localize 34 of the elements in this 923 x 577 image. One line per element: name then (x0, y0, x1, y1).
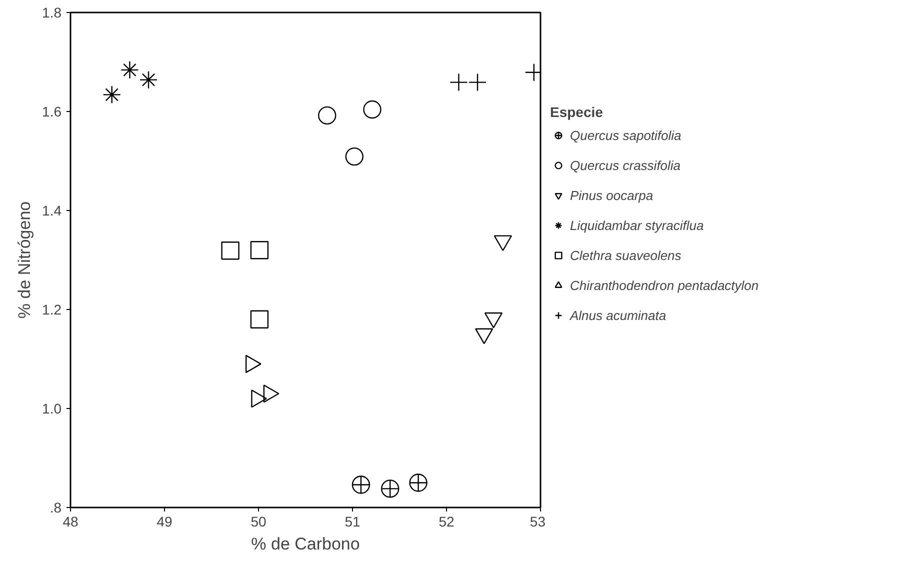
point (250, 241, 269, 260)
y-tick-label: 1.4 (42, 202, 62, 218)
legend-label: Quercus crassifolia (570, 158, 681, 172)
point (363, 100, 382, 119)
point (102, 86, 121, 104)
legend-label: Liquidambar styraciflua (570, 218, 704, 232)
x-tick-label: 50 (250, 514, 266, 530)
legend-label: Chiranthodendron pentadactylon (570, 278, 759, 292)
legend-title: Especie (550, 104, 604, 120)
legend-label: Quercus sapotifolia (570, 128, 682, 142)
x-tick-label: 51 (344, 514, 360, 530)
y-tick-label: 1.2 (42, 302, 62, 318)
y-tick-label: 1.8 (42, 4, 62, 20)
legend-label: Alnus acuminata (570, 308, 666, 322)
x-tick-label: 53 (530, 514, 546, 530)
y-tick-label: 1.0 (42, 400, 62, 416)
legend-label: Pinus oocarpa (570, 188, 654, 202)
x-axis-title: % de Carbono (251, 534, 360, 554)
y-tick-label: .8 (50, 500, 62, 516)
point (139, 70, 158, 89)
legend-label: Clethra suaveolens (570, 248, 682, 262)
point (318, 106, 336, 125)
x-tick-label: 52 (438, 514, 454, 530)
point (381, 480, 400, 498)
point (250, 310, 269, 328)
point (345, 147, 364, 166)
y-axis-title: % de Nitrógeno (15, 201, 34, 319)
point (409, 474, 428, 492)
x-tick-label: 48 (62, 514, 78, 530)
x-tick-label: 49 (156, 514, 172, 530)
y-tick-label: 1.6 (42, 104, 62, 120)
point (120, 60, 139, 80)
point (352, 476, 370, 494)
point (221, 241, 240, 260)
